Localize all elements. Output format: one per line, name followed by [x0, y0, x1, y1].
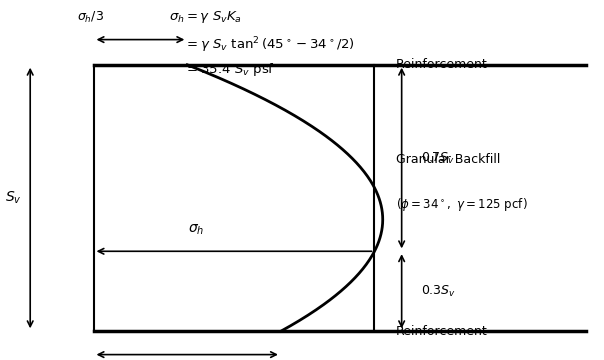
Text: $\sigma_h$: $\sigma_h$: [188, 222, 205, 237]
Text: Reinforcement: Reinforcement: [396, 325, 487, 338]
Text: $= 35.4\ S_v\ \mathrm{psf}$: $= 35.4\ S_v\ \mathrm{psf}$: [184, 61, 275, 78]
Text: $(\phi = 34^\circ,\ \gamma = 125\ \mathrm{pcf})$: $(\phi = 34^\circ,\ \gamma = 125\ \mathr…: [396, 196, 527, 213]
Text: $0.7S_v$: $0.7S_v$: [421, 150, 455, 166]
Text: $\sigma_h/3$: $\sigma_h/3$: [77, 10, 104, 25]
Text: $= \gamma\ S_v\ \tan^2(45^\circ - 34^\circ/2)$: $= \gamma\ S_v\ \tan^2(45^\circ - 34^\ci…: [184, 35, 355, 54]
Text: Reinforcement: Reinforcement: [396, 58, 487, 71]
Text: $S_v$: $S_v$: [5, 190, 22, 206]
Text: $0.3S_v$: $0.3S_v$: [421, 284, 456, 299]
Text: $\sigma_h = \gamma\ S_v K_a$: $\sigma_h = \gamma\ S_v K_a$: [169, 9, 242, 25]
Text: Granular Backfill: Granular Backfill: [396, 153, 500, 166]
